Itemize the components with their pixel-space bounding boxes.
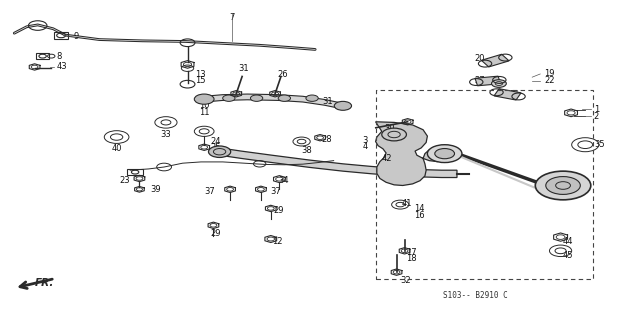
Text: 14: 14 xyxy=(414,204,425,213)
Circle shape xyxy=(428,145,462,163)
Text: 42: 42 xyxy=(382,154,392,163)
Bar xyxy=(36,53,49,59)
Text: 29: 29 xyxy=(210,229,221,238)
Circle shape xyxy=(306,95,318,101)
Text: 29: 29 xyxy=(273,206,284,215)
Circle shape xyxy=(546,177,580,195)
Circle shape xyxy=(222,95,235,101)
Text: 4: 4 xyxy=(362,142,368,151)
Text: 23: 23 xyxy=(119,176,130,185)
Text: 40: 40 xyxy=(111,144,122,153)
Text: 1: 1 xyxy=(594,105,599,114)
Text: 2: 2 xyxy=(594,112,599,121)
Polygon shape xyxy=(494,89,521,100)
Polygon shape xyxy=(475,76,501,86)
Text: 24: 24 xyxy=(210,137,221,146)
Text: 31: 31 xyxy=(238,64,248,73)
Text: 20: 20 xyxy=(474,54,485,63)
Text: 43: 43 xyxy=(56,62,67,71)
Text: 45: 45 xyxy=(563,251,574,260)
Circle shape xyxy=(491,80,506,87)
Text: 19: 19 xyxy=(544,69,555,78)
Text: 11: 11 xyxy=(199,108,210,117)
Text: 38: 38 xyxy=(302,146,312,155)
Circle shape xyxy=(435,148,454,159)
Text: S103-- B2910 C: S103-- B2910 C xyxy=(444,291,508,300)
Text: 8: 8 xyxy=(56,52,62,60)
Bar xyxy=(376,90,593,278)
Text: 32: 32 xyxy=(400,276,411,285)
Circle shape xyxy=(194,94,214,104)
Text: 34: 34 xyxy=(278,176,289,185)
Text: 22: 22 xyxy=(544,76,555,85)
Bar xyxy=(54,32,68,39)
Circle shape xyxy=(208,146,231,157)
Text: 31: 31 xyxy=(323,97,333,106)
Circle shape xyxy=(250,95,263,101)
Text: 33: 33 xyxy=(161,130,171,139)
Circle shape xyxy=(382,128,407,141)
Text: 37: 37 xyxy=(205,187,215,196)
Polygon shape xyxy=(481,54,509,67)
Text: 27: 27 xyxy=(474,76,485,85)
Text: 30: 30 xyxy=(384,124,395,133)
Bar xyxy=(127,169,143,175)
Text: 41: 41 xyxy=(402,199,412,208)
Text: 12: 12 xyxy=(272,237,282,246)
Text: 18: 18 xyxy=(407,254,417,263)
Text: 35: 35 xyxy=(594,140,604,149)
Text: 3: 3 xyxy=(362,136,368,145)
Text: 21: 21 xyxy=(509,90,520,99)
Polygon shape xyxy=(376,122,454,186)
Text: 16: 16 xyxy=(414,211,425,220)
Text: 26: 26 xyxy=(277,70,287,79)
Circle shape xyxy=(278,95,290,101)
Text: 25: 25 xyxy=(210,143,221,152)
Text: 9: 9 xyxy=(74,32,78,41)
Text: 37: 37 xyxy=(271,187,282,196)
Text: 7: 7 xyxy=(229,13,235,22)
Text: 15: 15 xyxy=(195,76,205,85)
Text: 13: 13 xyxy=(195,70,206,79)
Circle shape xyxy=(535,171,591,200)
Circle shape xyxy=(334,101,352,110)
Polygon shape xyxy=(204,94,343,109)
Text: 17: 17 xyxy=(407,248,417,257)
Text: FR.: FR. xyxy=(35,278,54,288)
Text: 10: 10 xyxy=(199,101,210,110)
Text: 28: 28 xyxy=(321,135,332,144)
Text: 39: 39 xyxy=(150,185,161,194)
Polygon shape xyxy=(219,148,457,178)
Text: 44: 44 xyxy=(563,237,574,246)
